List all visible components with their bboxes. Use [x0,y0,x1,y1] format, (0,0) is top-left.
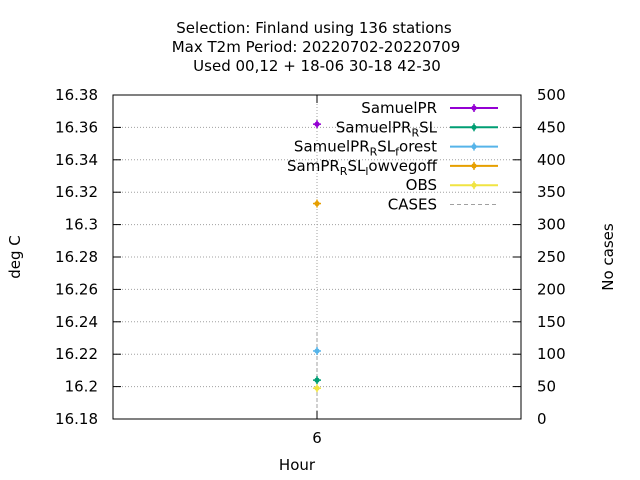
data-point-4 [313,199,321,208]
legend-label: OBS [406,176,437,194]
y-tick-label: 16.3 [65,216,98,234]
y2-tick-label: 500 [537,86,566,104]
y-tick-label: 16.22 [55,345,98,363]
x-tick-label: 6 [312,429,322,447]
title-line-3: Used 00,12 + 18-06 30-18 42-30 [193,57,441,75]
legend-entry-3: SamuelPRRSLforest [294,138,498,159]
title-line-1: Selection: Finland using 136 stations [176,19,452,37]
y2-tick-label: 250 [537,248,566,266]
y-tick-label: 16.26 [55,280,98,298]
legend-label: SamuelPRRSLforest [294,138,437,159]
y-tick-label: 16.18 [55,410,98,428]
y2-tick-label: 200 [537,280,566,298]
title-line-2: Max T2m Period: 20220702-20220709 [172,38,461,56]
legend-label: SamPRRSLlowvegoff [287,157,438,178]
legend-label: SamuelPR [361,99,437,117]
y2-tick-label: 0 [537,410,547,428]
legend-entry-1: SamuelPR [361,99,498,117]
data-point-2 [313,376,321,385]
y-tick-label: 16.28 [55,248,98,266]
data-point-3 [313,346,321,355]
y2-tick-label: 450 [537,118,566,136]
y-tick-label: 16.38 [55,86,98,104]
y2-axis-label: No cases [599,223,617,291]
data-point-5 [313,384,321,393]
y2-tick-label: 300 [537,216,566,234]
y2-tick-label: 50 [537,378,556,396]
legend-entry-5: OBS [406,176,498,194]
data-point-1 [313,120,321,129]
chart-title: Selection: Finland using 136 stations Ma… [172,19,461,75]
legend-entry-4: SamPRRSLlowvegoff [287,157,498,178]
x-axis-label: Hour [279,456,316,474]
x-axis-ticks: 6 [312,95,322,447]
y-tick-label: 16.34 [55,151,98,169]
legend-entry-6: CASES [388,196,498,214]
y2-tick-label: 100 [537,345,566,363]
y2-tick-label: 400 [537,151,566,169]
y-axis-label: deg C [6,235,24,279]
y2-tick-label: 350 [537,183,566,201]
y-tick-label: 16.36 [55,118,98,136]
y-tick-label: 16.2 [65,378,98,396]
data-points [313,120,321,393]
y2-tick-label: 150 [537,313,566,331]
y-tick-label: 16.32 [55,183,98,201]
legend-entry-2: SamuelPRRSL [336,118,498,139]
legend-label: CASES [388,196,437,214]
y-tick-label: 16.24 [55,313,98,331]
legend: SamuelPRSamuelPRRSLSamuelPRRSLforestSamP… [287,99,498,214]
legend-label: SamuelPRRSL [336,118,438,139]
y-axis-ticks: 16.38 16.36 16.34 16.32 16.3 16.28 16.26 16.24 1… [55,86,121,428]
